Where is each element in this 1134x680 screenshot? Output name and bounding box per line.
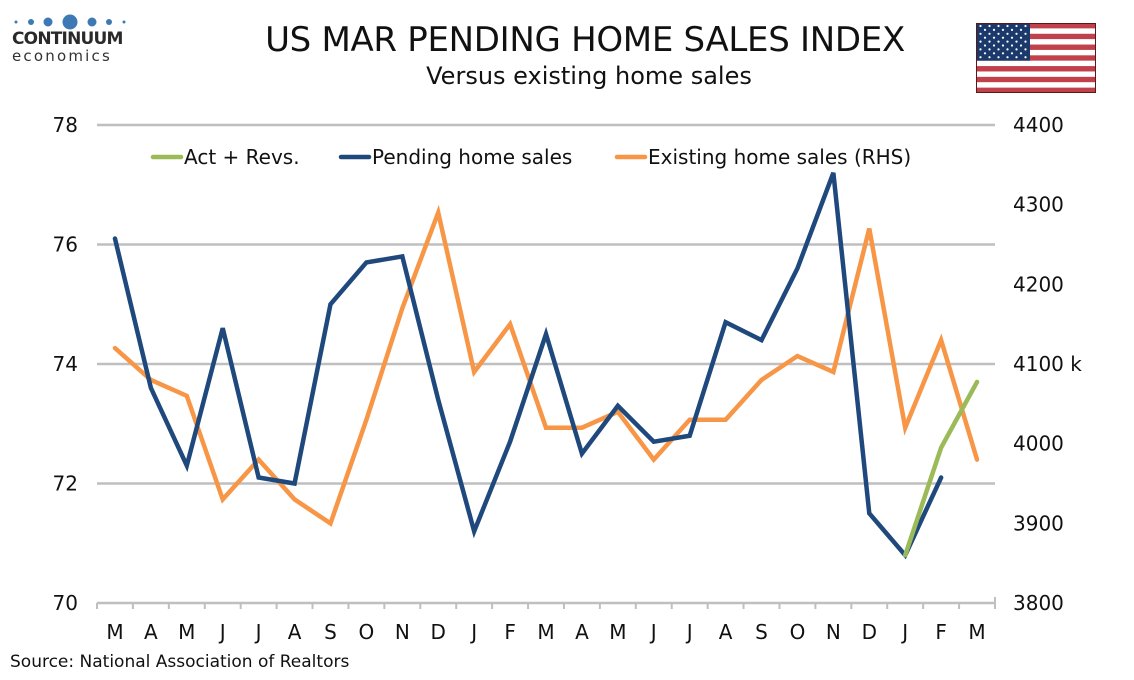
x-tick-label: M xyxy=(537,620,554,644)
series-line-act-revs xyxy=(902,379,980,558)
logo-name: CONTINUUM xyxy=(12,29,123,49)
y-left-tick-label: 70 xyxy=(53,591,78,615)
y-left-tick-label: 78 xyxy=(53,113,78,137)
x-tick-label: S xyxy=(324,620,337,644)
x-tick-label: M xyxy=(178,620,195,644)
x-tick-label: S xyxy=(755,620,768,644)
x-tick-label: O xyxy=(790,620,806,644)
x-tick-label: D xyxy=(862,620,877,644)
y-right-tick-label: 3800 xyxy=(1013,591,1064,615)
chart-title: US MAR PENDING HOME SALES INDEX xyxy=(265,20,905,60)
logo-dots-icon xyxy=(14,14,126,30)
x-tick-label: O xyxy=(359,620,375,644)
us-flag-icon xyxy=(976,23,1096,93)
source-note: Source: National Association of Realtors xyxy=(10,652,350,672)
legend-label-act-revs: Act + Revs. xyxy=(184,145,300,169)
y-left-tick-label: 74 xyxy=(53,352,78,376)
series-lines xyxy=(112,172,980,560)
series-line-pending-home-sales xyxy=(112,172,944,560)
x-tick-label: J xyxy=(900,620,908,644)
continuum-logo: CONTINUUM economics xyxy=(12,14,132,64)
legend-label-pending-home-sales: Pending home sales xyxy=(372,145,572,169)
y-right-tick-label: 4400 xyxy=(1013,113,1064,137)
x-tick-label: A xyxy=(575,620,589,644)
series-line-existing-home-sales-rhs xyxy=(112,204,980,527)
y-axis-left: 70 72 74 76 78 xyxy=(53,113,78,615)
legend-label-existing-home-sales-rhs: Existing home sales (RHS) xyxy=(648,145,911,169)
y-left-tick-label: 76 xyxy=(53,233,78,257)
legend: Act + Revs. Pending home sales Existing ho… xyxy=(150,145,911,169)
x-tick-label: M xyxy=(106,620,123,644)
x-tick-label: M xyxy=(968,620,985,644)
x-tick-label: J xyxy=(685,620,693,644)
x-tick-label: J xyxy=(469,620,477,644)
y-left-tick-label: 72 xyxy=(53,472,78,496)
x-tick-label: J xyxy=(649,620,657,644)
x-tick-label: A xyxy=(144,620,158,644)
y-right-tick-label: 3900 xyxy=(1013,511,1064,535)
x-tick-label: N xyxy=(826,620,841,644)
y-axis-right: 3800 3900 4000 4100 k 4200 4300 4400 xyxy=(994,113,1082,615)
x-tick-label: F xyxy=(935,620,947,644)
x-tick-label: N xyxy=(395,620,410,644)
y-right-tick-label: 4000 xyxy=(1013,432,1064,456)
logo-sub: economics xyxy=(12,47,112,65)
y-right-tick-label: 4100 k xyxy=(1013,352,1082,376)
x-tick-label: A xyxy=(288,620,302,644)
x-tick-label: F xyxy=(504,620,516,644)
y-right-tick-label: 4300 xyxy=(1013,193,1064,217)
gridlines xyxy=(97,123,995,485)
chart-subtitle: Versus existing home sales xyxy=(426,62,752,90)
x-tick-label: D xyxy=(431,620,446,644)
x-tick-label: J xyxy=(218,620,226,644)
y-right-tick-label: 4200 xyxy=(1013,272,1064,296)
x-tick-label: J xyxy=(254,620,262,644)
x-tick-label: M xyxy=(609,620,626,644)
x-tick-label: A xyxy=(719,620,733,644)
